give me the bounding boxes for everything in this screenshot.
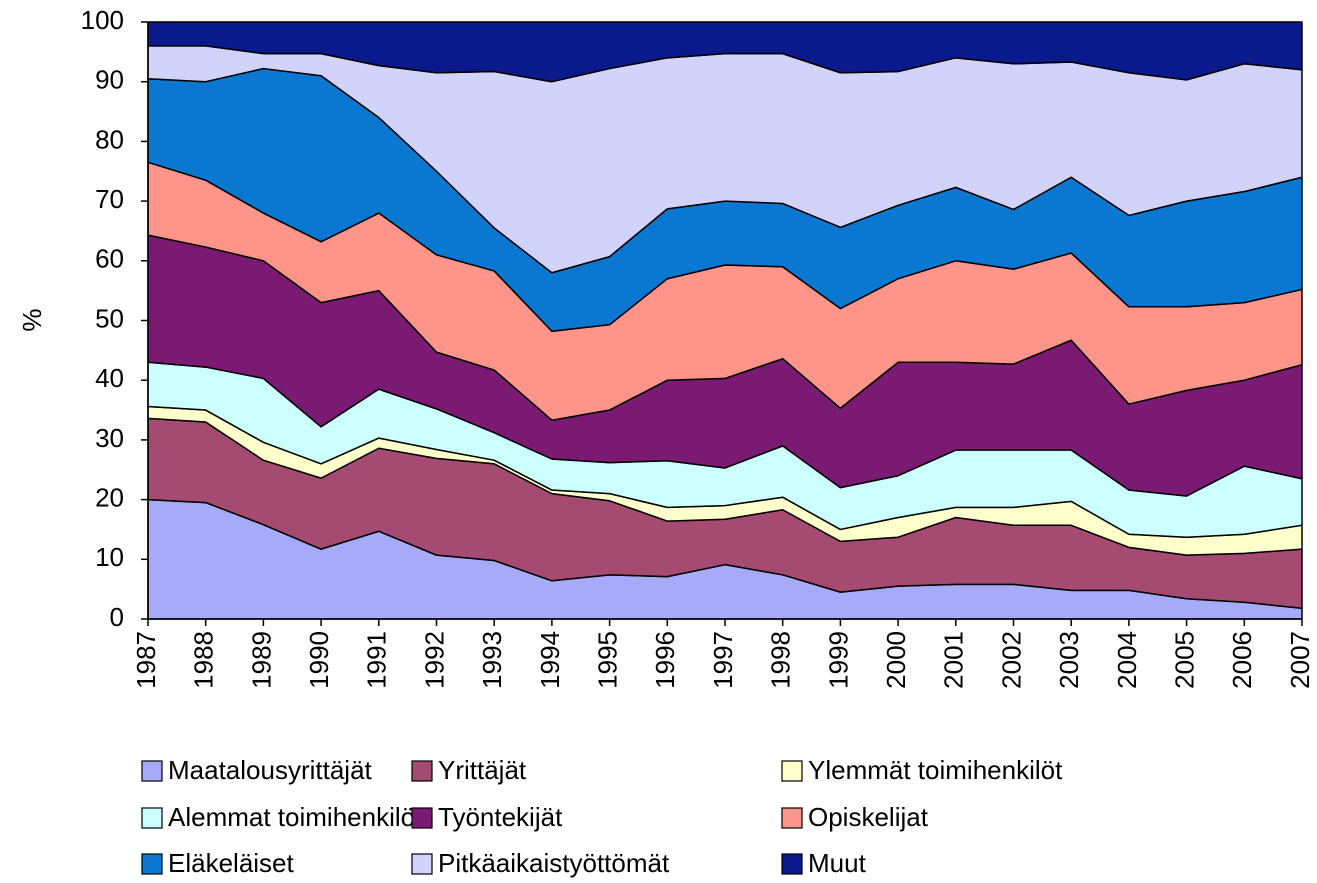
y-axis-label: % — [17, 308, 47, 331]
legend-label: Työntekijät — [438, 802, 563, 832]
x-tick-label: 1999 — [823, 631, 853, 689]
y-tick-label: 10 — [95, 542, 124, 572]
x-tick-label: 1998 — [766, 631, 796, 689]
x-tick-label: 1988 — [189, 631, 219, 689]
area — [147, 21, 1303, 83]
x-tick-label: 1990 — [304, 631, 334, 689]
legend-label: Maatalousyrittäjät — [168, 755, 373, 785]
x-tick-label: 2005 — [1169, 631, 1199, 689]
x-tick-label: 1996 — [650, 631, 680, 689]
y-tick-label: 70 — [95, 184, 124, 214]
x-tick-label: 2002 — [996, 631, 1026, 689]
y-tick-label: 90 — [95, 65, 124, 95]
legend-swatch — [411, 760, 433, 782]
y-tick-label: 20 — [95, 482, 124, 512]
legend-swatch — [781, 853, 803, 875]
y-tick-label: 100 — [81, 5, 124, 35]
x-tick-label: 2001 — [939, 631, 969, 689]
x-tick-label: 2003 — [1054, 631, 1084, 689]
y-tick-label: 0 — [110, 602, 124, 632]
legend-label: Alemmat toimihenkilöt — [168, 802, 423, 832]
x-tick-label: 1987 — [131, 631, 161, 689]
y-tick-label: 60 — [95, 244, 124, 274]
x-tick-label: 1992 — [419, 631, 449, 689]
y-tick-label: 30 — [95, 423, 124, 453]
x-tick-label: 2004 — [1112, 631, 1142, 689]
x-tick-label: 1995 — [592, 631, 622, 689]
legend-swatch — [141, 807, 163, 829]
legend-label: Muut — [808, 848, 867, 878]
legend-label: Ylemmät toimihenkilöt — [808, 755, 1063, 785]
x-tick-label: 2006 — [1227, 631, 1257, 689]
legend-label: Yrittäjät — [438, 755, 527, 785]
x-tick-label: 1994 — [535, 631, 565, 689]
legend-swatch — [411, 807, 433, 829]
y-tick-label: 80 — [95, 124, 124, 154]
legend-label: Opiskelijat — [808, 802, 929, 832]
y-tick-label: 50 — [95, 303, 124, 333]
legend-swatch — [141, 760, 163, 782]
legend-label: Pitkäaikaistyöttömät — [438, 848, 670, 878]
x-tick-label: 2000 — [881, 631, 911, 689]
y-tick-label: 40 — [95, 363, 124, 393]
x-tick-label: 1997 — [708, 631, 738, 689]
legend-swatch — [411, 853, 433, 875]
legend-swatch — [141, 853, 163, 875]
legend-swatch — [781, 807, 803, 829]
legend-swatch — [781, 760, 803, 782]
x-tick-label: 1989 — [246, 631, 276, 689]
legend-label: Eläkeläiset — [168, 848, 295, 878]
x-tick-label: 1993 — [477, 631, 507, 689]
x-tick-label: 2007 — [1285, 631, 1315, 689]
x-tick-label: 1991 — [362, 631, 392, 689]
